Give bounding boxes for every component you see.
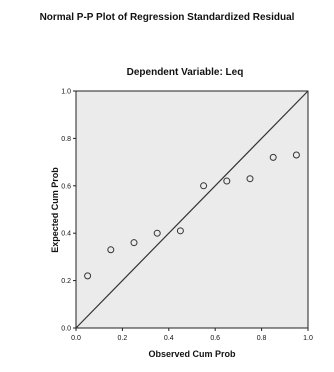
data-point — [269, 153, 277, 161]
x-tick-label: 0.6 — [210, 335, 220, 342]
y-tick-label: 0.8 — [61, 136, 71, 143]
data-point — [292, 151, 300, 159]
x-axis-ticks: 0.0 0.2 0.4 0.6 0.8 1.0 — [71, 328, 313, 342]
x-axis-label: Observed Cum Prob — [148, 349, 236, 359]
data-point — [246, 175, 254, 183]
chart-subtitle: Dependent Variable: Leq — [127, 67, 244, 78]
data-point — [84, 272, 92, 280]
reference-diagonal-line — [75, 90, 309, 329]
data-point — [200, 182, 208, 190]
data-point — [130, 239, 138, 247]
x-tick-label: 0.4 — [164, 335, 174, 342]
x-tick-label: 0.8 — [257, 335, 267, 342]
data-point — [153, 229, 161, 237]
data-point — [176, 227, 184, 235]
chart-title: Normal P-P Plot of Regression Standardiz… — [40, 12, 295, 23]
data-point — [107, 246, 115, 254]
y-tick-label: 0.6 — [61, 183, 71, 190]
x-tick-label: 1.0 — [303, 335, 313, 342]
x-tick-label: 0.2 — [118, 335, 128, 342]
data-points — [84, 151, 300, 280]
y-tick-label: 0.4 — [61, 231, 71, 238]
data-point — [223, 177, 231, 185]
y-axis-ticks: 0.0 0.2 0.4 0.6 0.8 1.0 — [61, 89, 76, 333]
y-tick-label: 0.0 — [61, 326, 71, 333]
y-axis-label: Expected Cum Prob — [50, 167, 60, 253]
y-tick-label: 1.0 — [61, 89, 71, 96]
y-tick-label: 0.2 — [61, 278, 71, 285]
x-tick-label: 0.0 — [71, 335, 81, 342]
